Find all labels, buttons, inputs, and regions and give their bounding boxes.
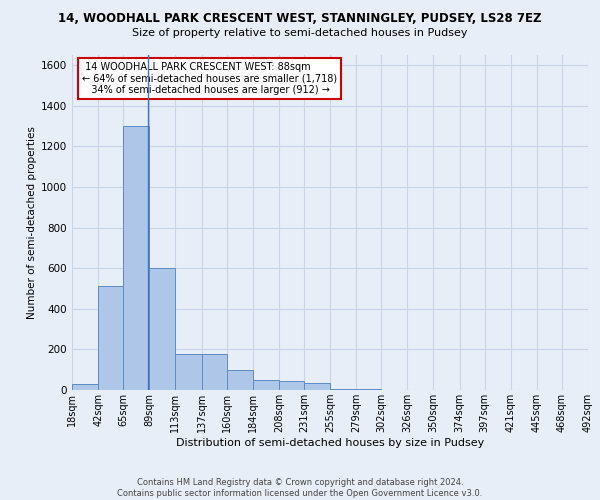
Bar	[175, 354, 202, 390]
Bar	[227, 370, 253, 390]
Bar	[356, 389, 381, 390]
X-axis label: Distribution of semi-detached houses by size in Pudsey: Distribution of semi-detached houses by …	[176, 438, 484, 448]
Bar	[304, 383, 330, 390]
Bar	[149, 268, 175, 390]
Text: Contains HM Land Registry data © Crown copyright and database right 2024.
Contai: Contains HM Land Registry data © Crown c…	[118, 478, 482, 498]
Text: 14 WOODHALL PARK CRESCENT WEST: 88sqm
← 64% of semi-detached houses are smaller : 14 WOODHALL PARK CRESCENT WEST: 88sqm ← …	[82, 62, 337, 95]
Bar	[330, 389, 356, 390]
Bar	[98, 286, 123, 390]
Bar	[72, 384, 98, 390]
Text: 14, WOODHALL PARK CRESCENT WEST, STANNINGLEY, PUDSEY, LS28 7EZ: 14, WOODHALL PARK CRESCENT WEST, STANNIN…	[58, 12, 542, 26]
Bar	[123, 126, 149, 390]
Y-axis label: Number of semi-detached properties: Number of semi-detached properties	[27, 126, 37, 319]
Text: Size of property relative to semi-detached houses in Pudsey: Size of property relative to semi-detach…	[132, 28, 468, 38]
Bar	[202, 354, 227, 390]
Bar	[279, 381, 304, 390]
Bar	[253, 380, 279, 390]
